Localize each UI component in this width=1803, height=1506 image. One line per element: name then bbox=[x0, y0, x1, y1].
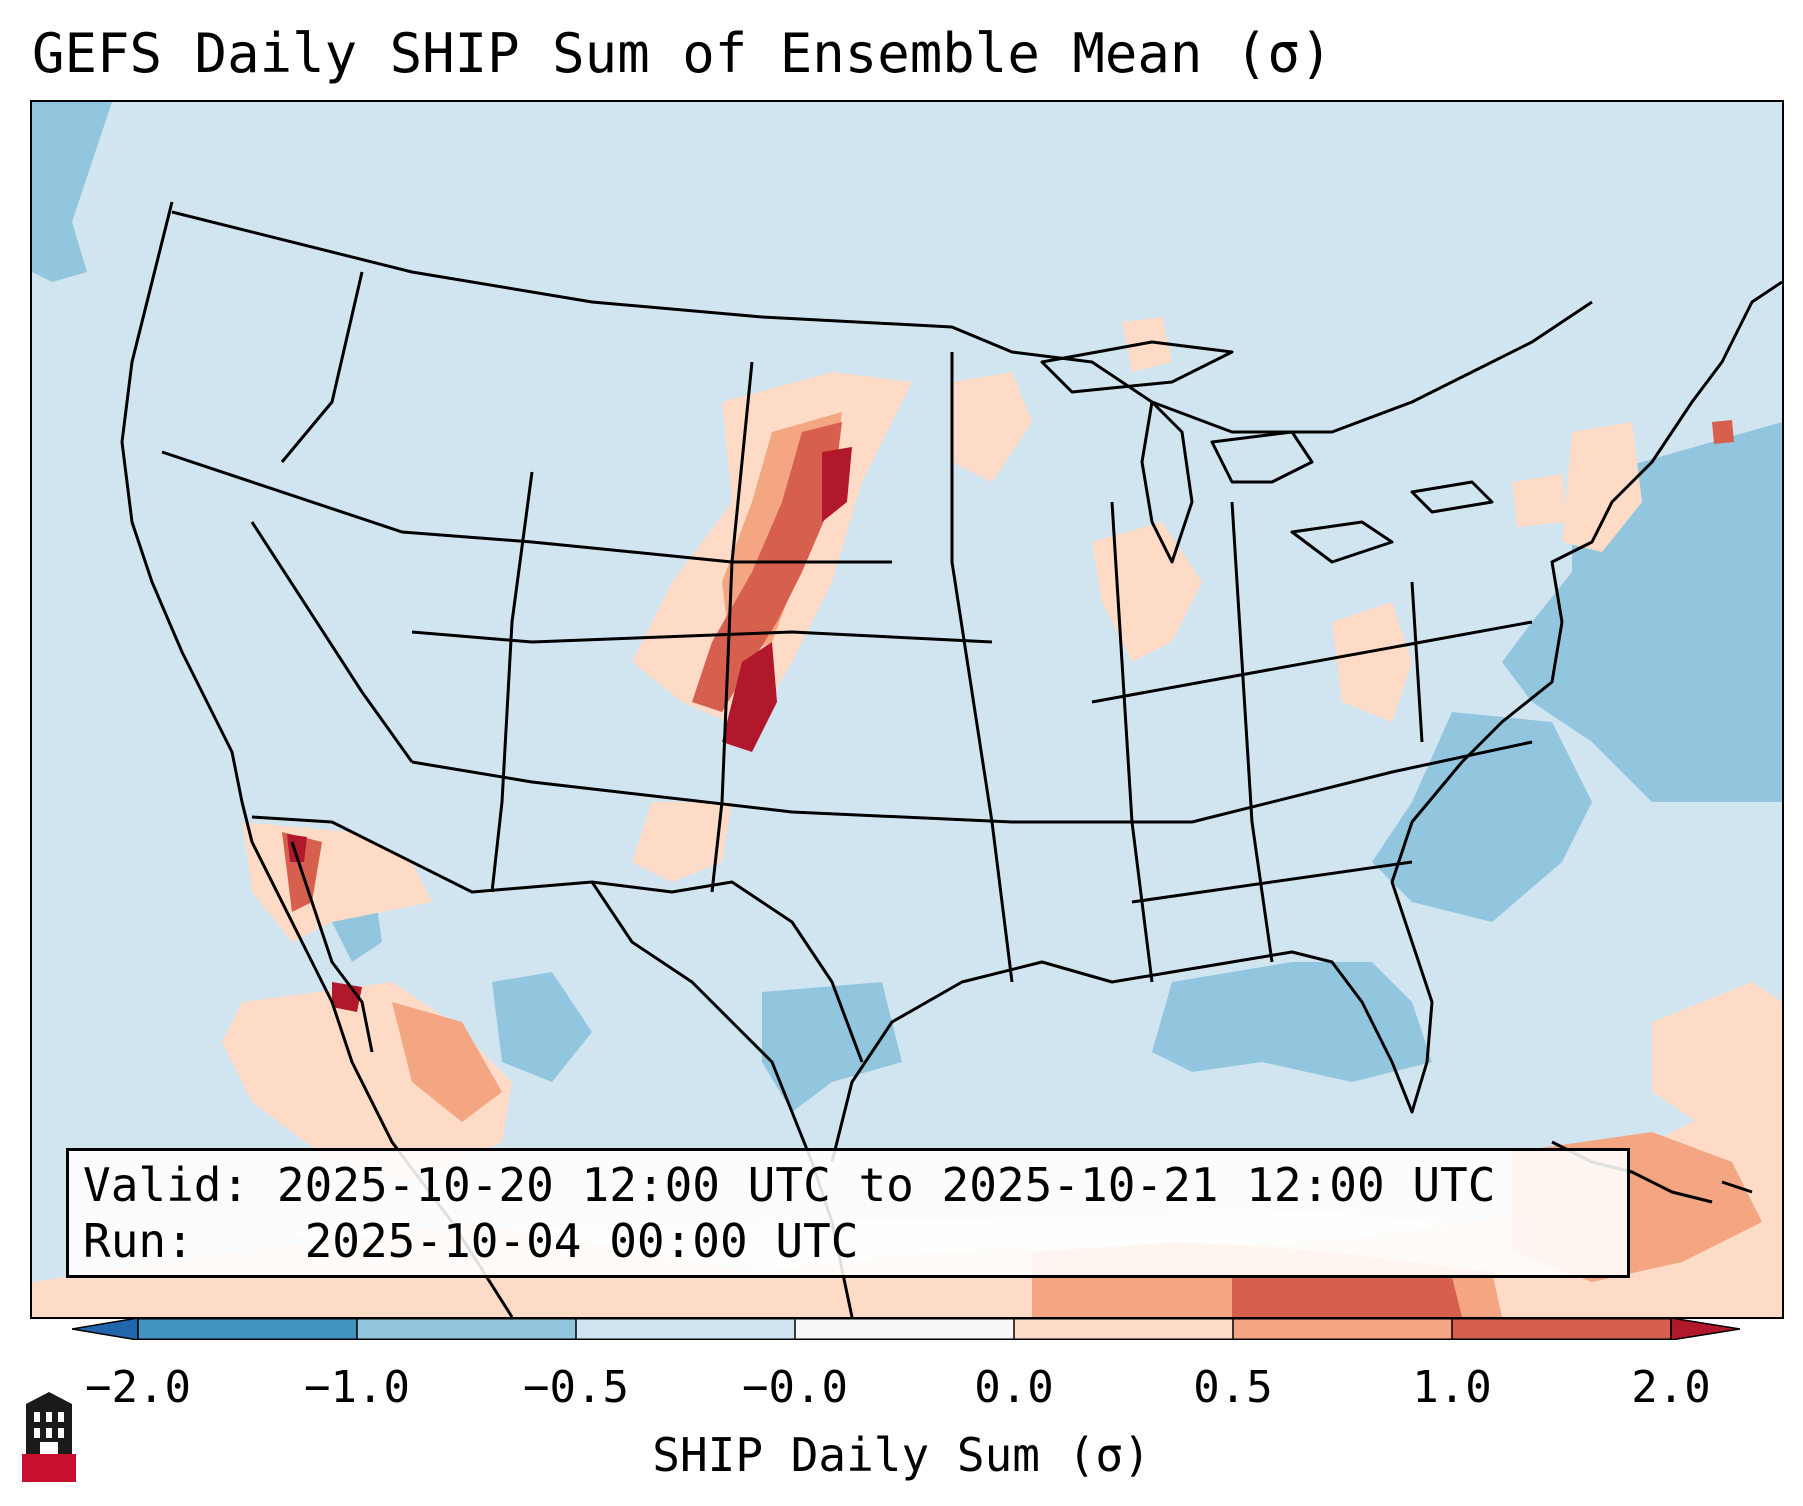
colorbar-tick-label: 0.5 bbox=[1193, 1362, 1273, 1413]
map-title: GEFS Daily SHIP Sum of Ensemble Mean (σ) bbox=[32, 22, 1333, 85]
colorbar-extend-max bbox=[1670, 1318, 1740, 1340]
canada-border bbox=[171, 210, 1593, 434]
gulf-east-coastline bbox=[830, 280, 1782, 1163]
map-panel bbox=[30, 100, 1784, 1319]
lake-michigan bbox=[1140, 400, 1194, 564]
colorbar bbox=[72, 1318, 1740, 1340]
lake-ontario bbox=[1410, 480, 1494, 514]
colorbar-tick-label: −0.0 bbox=[742, 1362, 848, 1413]
lake-huron bbox=[1210, 430, 1314, 484]
valid-label: Valid: bbox=[83, 1158, 250, 1212]
validity-info-box: Valid: 2025-10-20 12:00 UTC to 2025-10-2… bbox=[66, 1148, 1630, 1278]
colorbar-tick-label: −0.5 bbox=[523, 1362, 629, 1413]
colorbar-tick-label: 0.0 bbox=[974, 1362, 1054, 1413]
valid-line: Valid: 2025-10-20 12:00 UTC to 2025-10-2… bbox=[83, 1157, 1613, 1213]
forecast-map bbox=[32, 102, 1782, 1317]
niu-logo-icon bbox=[22, 1392, 76, 1482]
run-label: Run: bbox=[83, 1214, 194, 1268]
west-coastline bbox=[120, 201, 514, 1317]
colorbar-bin-7 bbox=[1452, 1318, 1671, 1340]
colorbar-tick-label: −1.0 bbox=[304, 1362, 410, 1413]
run-line: Run: 2025-10-04 00:00 UTC bbox=[83, 1213, 1613, 1269]
valid-value: 2025-10-20 12:00 UTC to 2025-10-21 12:00… bbox=[276, 1158, 1496, 1212]
colorbar-bin-2 bbox=[357, 1318, 576, 1340]
colorbar-dividers bbox=[356, 1318, 1453, 1340]
boundaries bbox=[120, 201, 1782, 1317]
run-value: 2025-10-04 00:00 UTC bbox=[304, 1214, 859, 1268]
colorbar-bin-1 bbox=[138, 1318, 357, 1340]
colorbar-extend-min bbox=[72, 1318, 139, 1340]
colorbar-label: SHIP Daily Sum (σ) bbox=[652, 1428, 1151, 1482]
colorbar-tick-label: −2.0 bbox=[85, 1362, 191, 1413]
colorbar-tick-label: 2.0 bbox=[1631, 1362, 1711, 1413]
lake-superior bbox=[1040, 340, 1234, 394]
colorbar-bin-5 bbox=[1014, 1318, 1233, 1340]
colorbar-bin-3 bbox=[576, 1318, 795, 1340]
colorbar-bin-6 bbox=[1233, 1318, 1452, 1340]
colorbar-bin-4 bbox=[795, 1318, 1014, 1340]
colorbar-outline bbox=[137, 1318, 1672, 1340]
lake-erie bbox=[1290, 520, 1394, 564]
colorbar-tick-label: 1.0 bbox=[1412, 1362, 1492, 1413]
mexico-border bbox=[251, 815, 864, 1063]
